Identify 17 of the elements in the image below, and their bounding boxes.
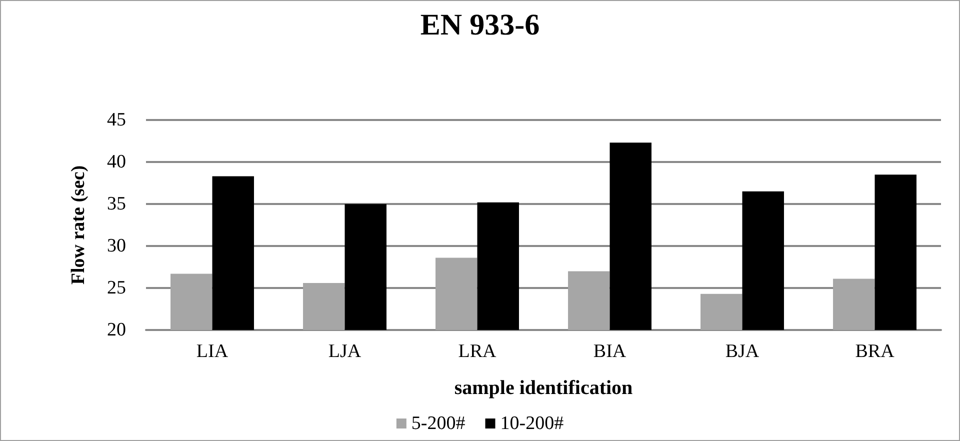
legend-label: 5-200#: [411, 413, 466, 434]
y-tick-label: 30: [107, 236, 126, 256]
y-tick-label: 20: [107, 320, 126, 340]
x-axis-title: sample identification: [454, 377, 633, 399]
y-tick-label: 25: [107, 278, 126, 298]
y-tick-label: 45: [107, 110, 126, 130]
y-tick-label: 35: [107, 194, 126, 214]
x-tick-label: LRA: [458, 341, 497, 362]
y-axis-title: Flow rate (sec): [68, 165, 89, 285]
x-tick-label: BJA: [725, 341, 760, 362]
x-tick-label: BIA: [593, 341, 626, 362]
x-tick-label: LIA: [196, 341, 228, 362]
y-tick-label: 40: [107, 152, 126, 172]
x-tick-label: LJA: [328, 341, 362, 362]
chart-title: EN 933-6: [420, 8, 540, 42]
legend-label: 10-200#: [500, 413, 564, 434]
x-tick-label: BRA: [855, 341, 895, 362]
